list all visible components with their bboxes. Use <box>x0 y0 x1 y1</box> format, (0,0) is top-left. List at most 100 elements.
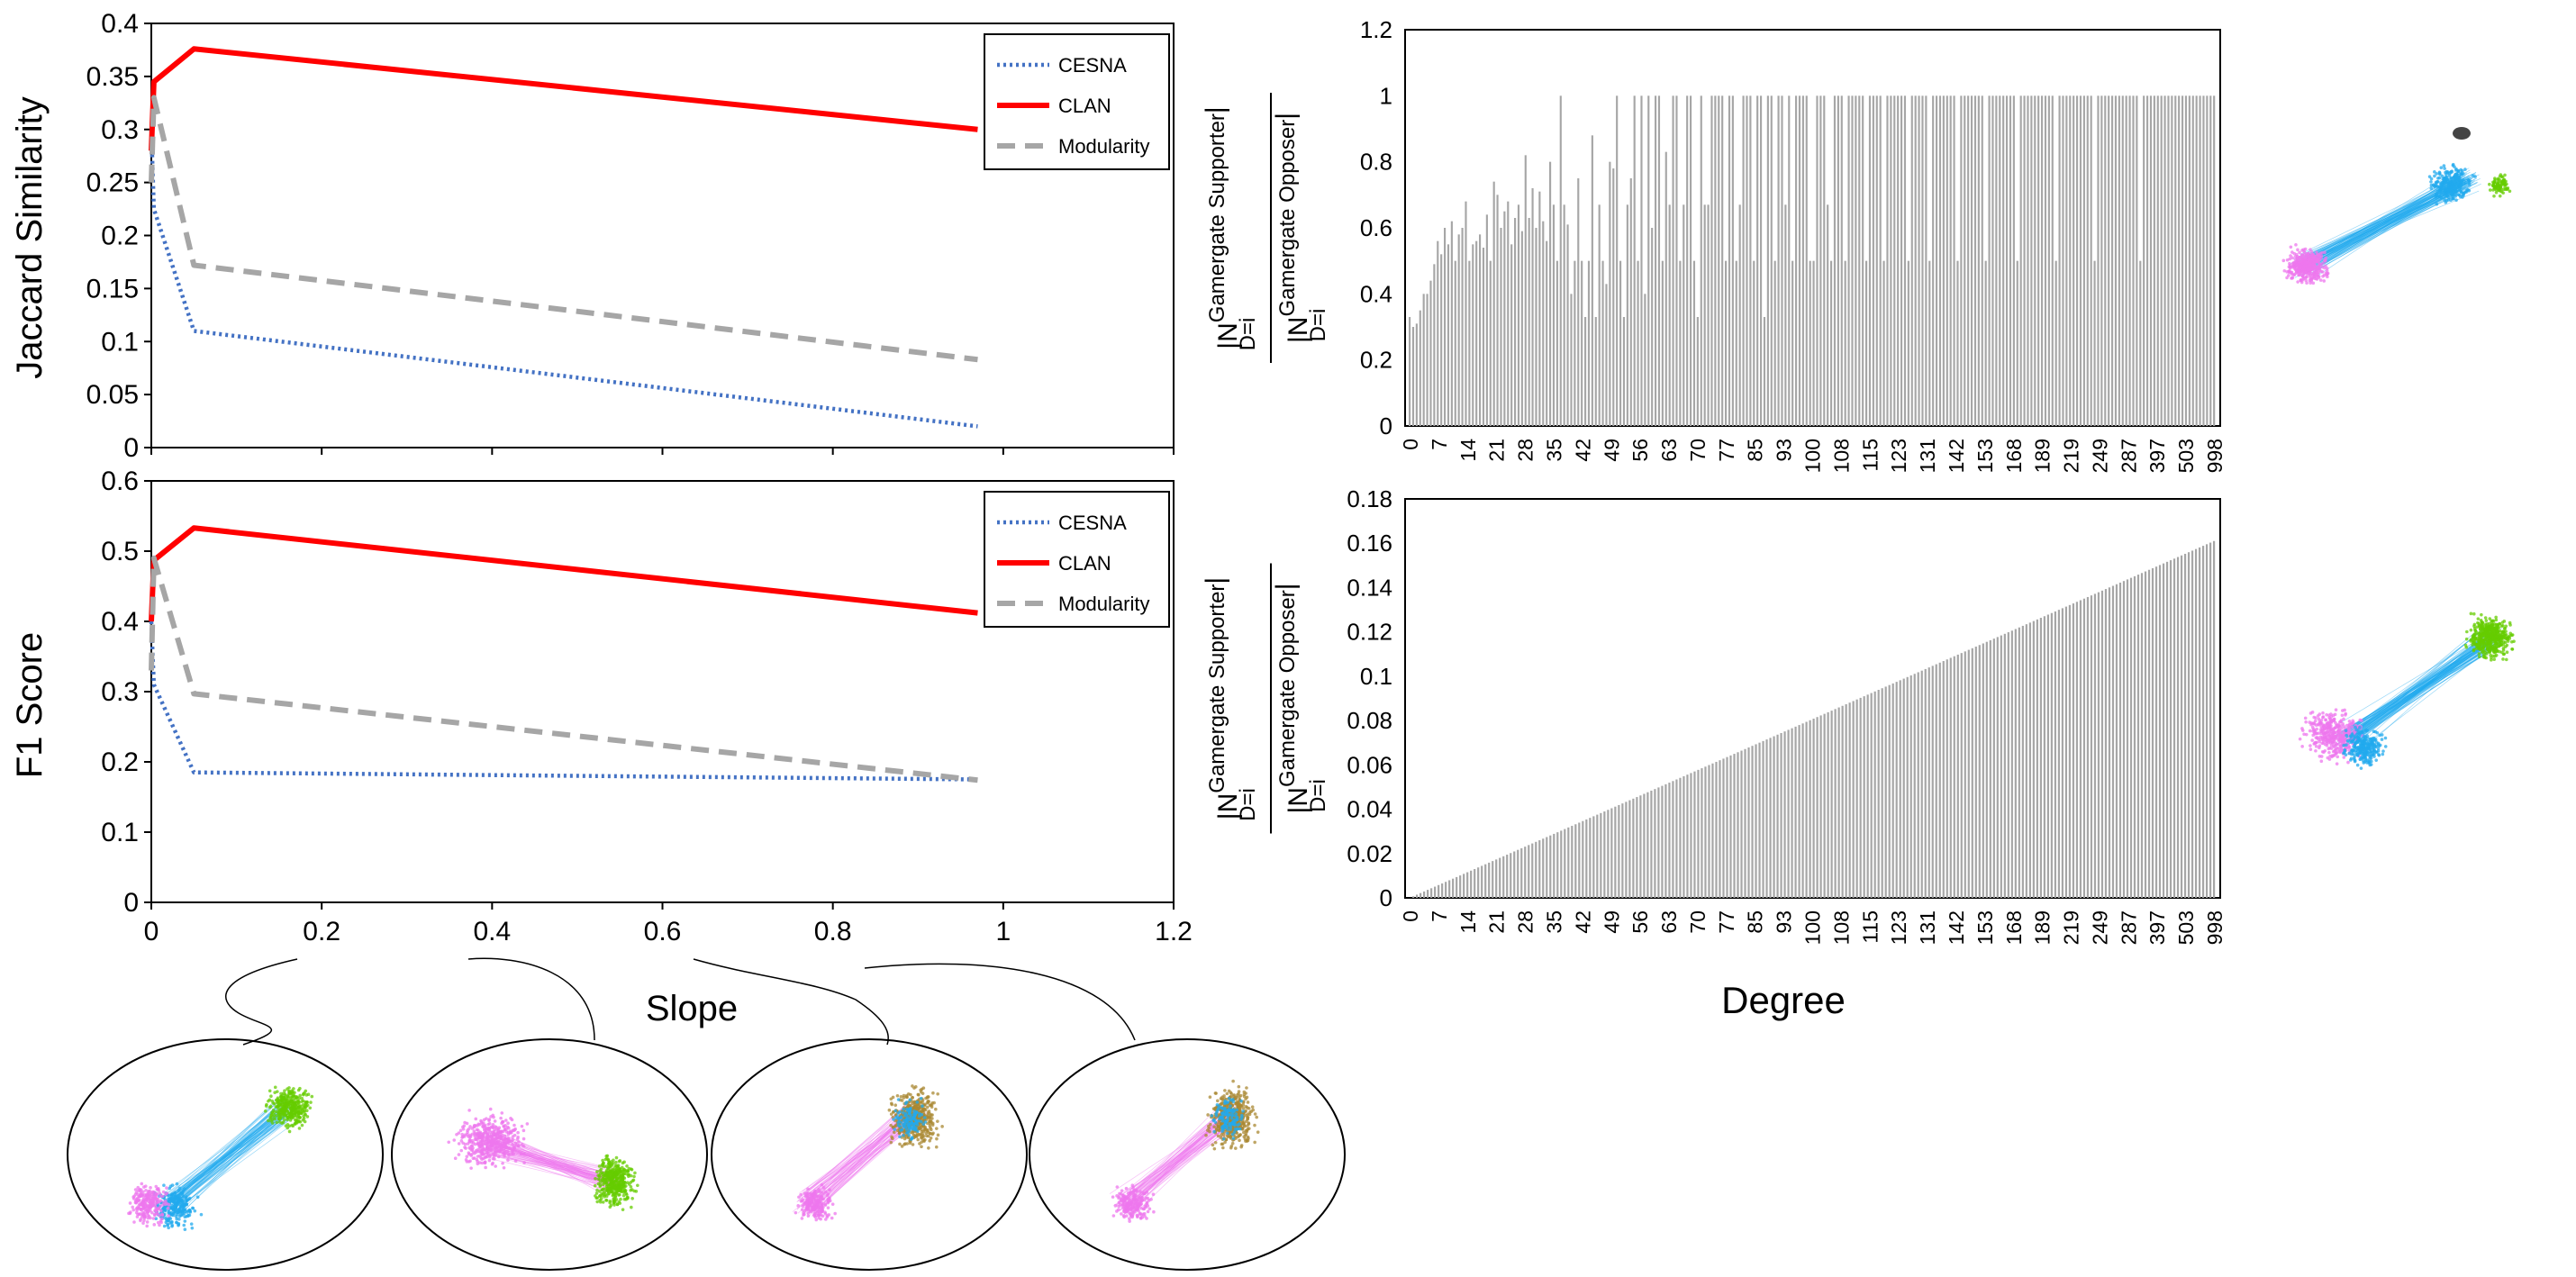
network-node <box>2454 177 2458 180</box>
x-tick-label: 142 <box>1945 910 1968 945</box>
network-node <box>1209 1122 1212 1127</box>
bar <box>1415 323 1418 426</box>
bar <box>1938 95 1942 426</box>
network-node <box>461 1141 465 1146</box>
network-thumbnails <box>67 127 2516 1271</box>
y-tick-label: 0.1 <box>101 327 139 357</box>
network-node <box>271 1108 276 1112</box>
bar <box>2140 573 2144 898</box>
x-tick-label: 153 <box>1973 439 1997 473</box>
network-node <box>926 1095 930 1099</box>
network-edge <box>172 1107 290 1204</box>
bar <box>1882 260 1885 426</box>
network-node <box>899 1094 903 1099</box>
network-node <box>2456 169 2460 174</box>
network-edge <box>168 1105 280 1209</box>
network-node <box>300 1123 304 1128</box>
network-node <box>902 1107 905 1111</box>
bar <box>1577 178 1580 426</box>
bar <box>1812 718 1815 898</box>
network-node <box>522 1137 526 1141</box>
cluster-green <box>2488 173 2512 198</box>
bar <box>1751 746 1754 898</box>
x-tick-label: 7 <box>1428 910 1451 922</box>
bar <box>1679 777 1682 898</box>
network-edge <box>174 1112 278 1200</box>
network-edge <box>800 1119 915 1194</box>
bar <box>1722 758 1725 898</box>
network-node <box>1229 1146 1233 1150</box>
network-node <box>159 1220 163 1225</box>
network-node <box>164 1200 168 1203</box>
network-edge <box>175 1109 293 1218</box>
network-node <box>2460 168 2464 173</box>
legend-label-cesna: CESNA <box>1058 54 1127 77</box>
bar <box>1773 260 1776 426</box>
network-node <box>2324 264 2327 268</box>
x-tick-label: 56 <box>1628 439 1652 462</box>
bar <box>1879 95 1882 426</box>
bar <box>1845 704 1847 898</box>
network-node <box>893 1128 897 1131</box>
network-node <box>503 1119 508 1122</box>
network-node <box>889 1112 893 1116</box>
network-node <box>512 1146 517 1150</box>
network-node <box>485 1136 489 1140</box>
network-node <box>1113 1203 1118 1208</box>
bar <box>1484 864 1487 898</box>
bar <box>2054 611 2057 898</box>
network-node <box>150 1210 154 1215</box>
network-edge <box>164 1121 281 1195</box>
network-node <box>2311 266 2316 270</box>
network-node <box>289 1096 293 1100</box>
network-edge <box>174 1111 278 1199</box>
network-node <box>268 1105 272 1109</box>
bar <box>2199 95 2201 426</box>
bar <box>1581 260 1583 426</box>
network-node <box>143 1184 148 1188</box>
network-node <box>184 1199 187 1203</box>
bar <box>1683 204 1685 426</box>
bar <box>1524 155 1527 427</box>
network-node <box>920 1128 923 1132</box>
network-node <box>269 1094 273 1099</box>
network-node <box>902 1133 905 1137</box>
network-node <box>936 1133 940 1137</box>
network-node <box>891 1095 895 1100</box>
network-edge <box>168 1112 296 1200</box>
network-node <box>1238 1122 1241 1126</box>
network-edge <box>811 1114 907 1195</box>
network-node <box>264 1104 268 1108</box>
network-node <box>1127 1207 1131 1211</box>
bar <box>1995 95 1998 426</box>
bar <box>2000 635 2002 898</box>
network-node <box>491 1125 494 1129</box>
bar <box>1866 694 1869 898</box>
network-node <box>2435 172 2438 176</box>
network-thumbnail-4 <box>1029 1038 1346 1271</box>
bar <box>1683 775 1685 898</box>
network-node <box>819 1204 822 1208</box>
network-node <box>512 1133 517 1137</box>
bar <box>1461 228 1464 426</box>
network-node <box>1120 1196 1124 1200</box>
network-node <box>157 1206 161 1210</box>
network-edge <box>173 1120 284 1201</box>
bar <box>2100 95 2103 426</box>
network-node <box>820 1207 823 1211</box>
x-tick-label: 77 <box>1715 439 1738 462</box>
network-node <box>615 1177 620 1181</box>
network-node <box>189 1222 194 1226</box>
network-edge <box>483 1151 615 1186</box>
network-node <box>1145 1191 1149 1194</box>
bar <box>1423 891 1426 898</box>
network-node <box>485 1155 490 1158</box>
x-tick-label: 35 <box>1542 439 1565 462</box>
network-node <box>803 1212 806 1217</box>
network-node <box>272 1115 276 1119</box>
network-node <box>614 1155 619 1160</box>
network-edge <box>178 1115 294 1203</box>
network-node <box>1239 1099 1243 1103</box>
network-node <box>148 1193 152 1198</box>
network-node <box>1244 1133 1247 1137</box>
